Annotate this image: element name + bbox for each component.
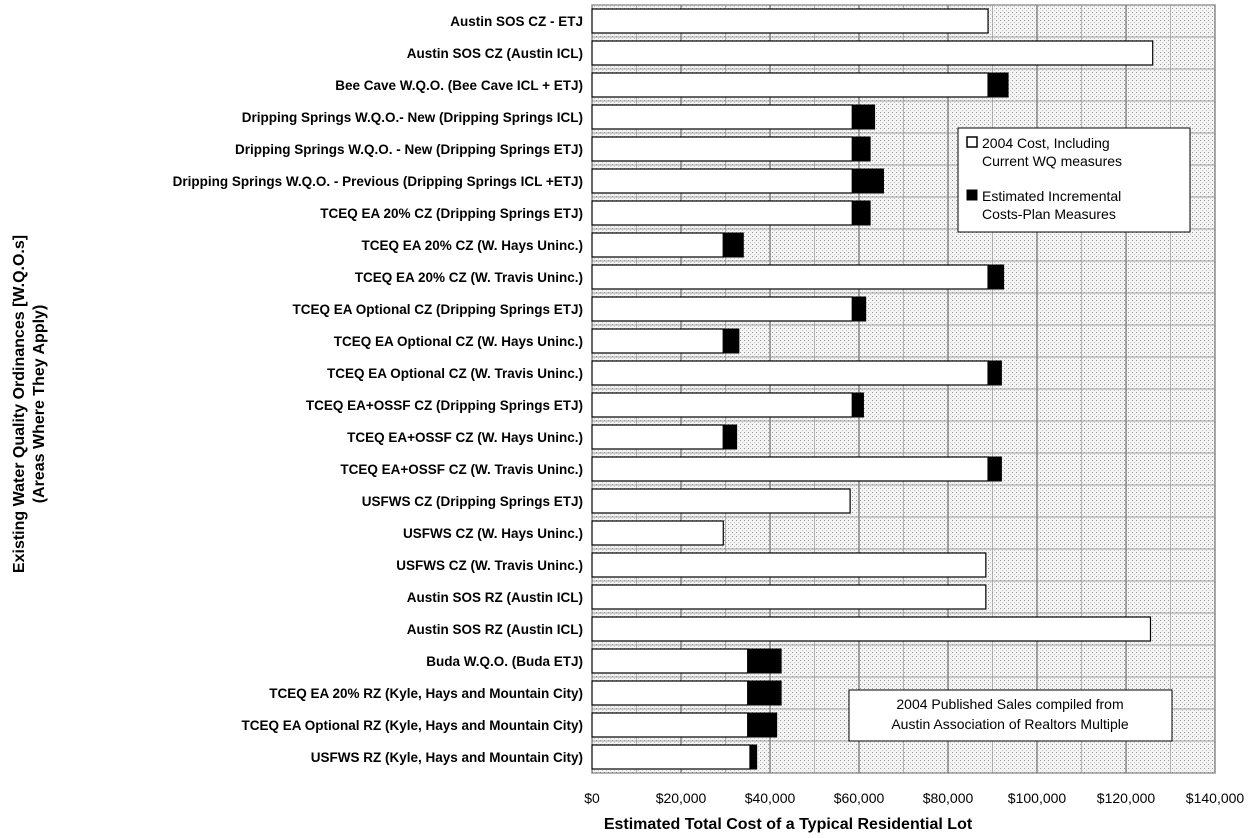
bar-2004-cost bbox=[591, 328, 724, 354]
x-tick-label: $120,000 bbox=[1097, 790, 1156, 806]
bar-incremental-cost bbox=[747, 648, 782, 674]
category-label: TCEQ EA Optional CZ (W. Hays Uninc.) bbox=[334, 334, 583, 349]
bars bbox=[591, 8, 1154, 770]
bar-incremental-cost bbox=[987, 456, 1002, 482]
bar-incremental-cost bbox=[987, 264, 1005, 290]
x-tick-labels: $0 $20,000 $40,000 $60,000 $80,000 $100,000 $1… bbox=[584, 790, 1244, 806]
bar-incremental-cost bbox=[722, 328, 740, 354]
category-label: TCEQ EA Optional RZ (Kyle, Hays and Moun… bbox=[241, 718, 583, 733]
legend-swatch-incremental bbox=[966, 189, 978, 201]
category-label: TCEQ EA 20% CZ (Dripping Springs ETJ) bbox=[320, 206, 583, 221]
bar-2004-cost bbox=[591, 104, 853, 130]
x-tick-label: $20,000 bbox=[656, 790, 707, 806]
bar-incremental-cost bbox=[851, 200, 871, 226]
bar-incremental-cost bbox=[987, 360, 1002, 386]
category-label: USFWS CZ (Dripping Springs ETJ) bbox=[362, 494, 583, 509]
bar-incremental-cost bbox=[747, 712, 778, 738]
bar-2004-cost bbox=[591, 552, 987, 578]
category-label: Dripping Springs W.Q.O. - New (Dripping … bbox=[235, 142, 583, 157]
legend-label-incremental: Estimated Incremental Costs-Plan Measures bbox=[982, 188, 1121, 222]
bar-incremental-cost bbox=[722, 424, 738, 450]
x-tick-label: $40,000 bbox=[745, 790, 796, 806]
category-label: USFWS CZ (W. Travis Uninc.) bbox=[396, 558, 583, 573]
bar-2004-cost bbox=[591, 360, 989, 386]
bar-2004-cost bbox=[591, 40, 1154, 66]
bar-incremental-cost bbox=[987, 72, 1009, 98]
legend: 2004 Cost, Including Current WQ measures … bbox=[957, 127, 1191, 233]
x-tick-label: $100,000 bbox=[1008, 790, 1067, 806]
bar-2004-cost bbox=[591, 136, 853, 162]
bar-2004-cost bbox=[591, 456, 989, 482]
x-tick-label: $0 bbox=[584, 790, 600, 806]
category-label: Dripping Springs W.Q.O. - Previous (Drip… bbox=[173, 174, 583, 189]
annotation: 2004 Published Sales compiled from Austin… bbox=[848, 689, 1173, 742]
annotation-text: 2004 Published Sales compiled from Austin… bbox=[891, 696, 1129, 732]
bar-2004-cost bbox=[591, 168, 853, 194]
category-label: Austin SOS RZ (Austin ICL) bbox=[407, 590, 583, 605]
bar-incremental-cost bbox=[747, 680, 782, 706]
bar-2004-cost bbox=[591, 648, 749, 674]
bar-2004-cost bbox=[591, 488, 851, 514]
category-label: TCEQ EA 20% RZ (Kyle, Hays and Mountain … bbox=[269, 686, 583, 701]
category-label: Buda W.Q.O. (Buda ETJ) bbox=[426, 654, 583, 669]
bar-2004-cost bbox=[591, 424, 724, 450]
category-label: TCEQ EA Optional CZ (W. Travis Uninc.) bbox=[327, 366, 583, 381]
bar-2004-cost bbox=[591, 296, 853, 322]
x-axis-title: Estimated Total Cost of a Typical Reside… bbox=[604, 816, 973, 833]
bar-2004-cost bbox=[591, 8, 989, 34]
x-tick-label: $80,000 bbox=[923, 790, 974, 806]
bar-incremental-cost bbox=[722, 232, 744, 258]
bar-2004-cost bbox=[591, 232, 724, 258]
category-label: TCEQ EA 20% CZ (W. Travis Uninc.) bbox=[355, 270, 583, 285]
bar-2004-cost bbox=[591, 200, 853, 226]
x-tick-label: $140,000 bbox=[1186, 790, 1245, 806]
category-label: Dripping Springs W.Q.O.- New (Dripping S… bbox=[242, 110, 583, 125]
bar-incremental-cost bbox=[851, 296, 867, 322]
bar-2004-cost bbox=[591, 744, 751, 770]
bar-incremental-cost bbox=[851, 104, 876, 130]
bar-2004-cost bbox=[591, 520, 724, 546]
bar-2004-cost bbox=[591, 392, 853, 418]
category-label: Austin SOS RZ (Austin ICL) bbox=[407, 622, 583, 637]
bar-2004-cost bbox=[591, 72, 989, 98]
bar-incremental-cost bbox=[749, 744, 758, 770]
bar-2004-cost bbox=[591, 712, 749, 738]
bar-2004-cost bbox=[591, 680, 749, 706]
bar-incremental-cost bbox=[851, 136, 871, 162]
category-label: TCEQ EA 20% CZ (W. Hays Uninc.) bbox=[361, 238, 583, 253]
bar-2004-cost bbox=[591, 584, 987, 610]
category-label: TCEQ EA+OSSF CZ (W. Hays Uninc.) bbox=[347, 430, 583, 445]
x-tick-label: $60,000 bbox=[834, 790, 885, 806]
category-labels: Austin SOS CZ - ETJ Austin SOS CZ (Austin… bbox=[173, 14, 583, 765]
category-label: Austin SOS CZ - ETJ bbox=[450, 14, 583, 29]
legend-swatch-2004-cost bbox=[966, 136, 978, 148]
category-label: TCEQ EA Optional CZ (Dripping Springs ET… bbox=[293, 302, 584, 317]
category-label: Bee Cave W.Q.O. (Bee Cave ICL + ETJ) bbox=[335, 78, 583, 93]
y-axis-title-line1: Existing Water Quality Ordinances [W.Q.O… bbox=[11, 235, 28, 573]
legend-box bbox=[957, 127, 1191, 233]
category-label: TCEQ EA+OSSF CZ (Dripping Springs ETJ) bbox=[306, 398, 583, 413]
legend-label-2004-cost: 2004 Cost, Including Current WQ measures bbox=[982, 135, 1122, 169]
bar-incremental-cost bbox=[851, 168, 884, 194]
category-label: TCEQ EA+OSSF CZ (W. Travis Uninc.) bbox=[340, 462, 583, 477]
bar-2004-cost bbox=[591, 616, 1152, 642]
category-label: USFWS RZ (Kyle, Hays and Mountain City) bbox=[311, 750, 583, 765]
category-label: Austin SOS CZ (Austin ICL) bbox=[407, 46, 583, 61]
category-label: USFWS CZ (W. Hays Uninc.) bbox=[403, 526, 583, 541]
bar-2004-cost bbox=[591, 264, 989, 290]
bar-incremental-cost bbox=[851, 392, 864, 418]
annotation-box bbox=[848, 689, 1173, 742]
y-axis-title-line2: (Areas Where They Apply) bbox=[31, 305, 48, 504]
